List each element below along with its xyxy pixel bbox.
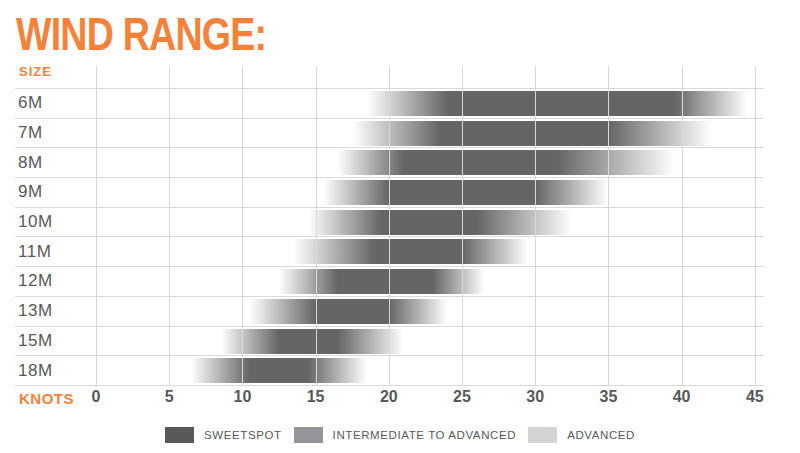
wind-range-bar	[96, 329, 755, 354]
gridline-20	[389, 66, 390, 385]
row-label: 12M	[18, 271, 53, 291]
row-label: 9M	[18, 182, 43, 202]
tick-label-35: 35	[599, 388, 617, 406]
tick-label-5: 5	[165, 388, 174, 406]
tick-label-0: 0	[92, 388, 101, 406]
gridline-30	[535, 66, 536, 385]
legend-item: ADVANCED	[528, 427, 635, 443]
tick-label-45: 45	[746, 388, 764, 406]
wind-range-bar	[96, 210, 755, 235]
row-label: 13M	[18, 301, 53, 321]
legend-label: SWEETSPOT	[204, 429, 282, 441]
knots-axis-label: KNOTS	[19, 390, 74, 407]
chart-legend: SWEETSPOT INTERMEDIATE TO ADVANCED ADVANCE…	[0, 427, 800, 443]
knots-axis: KNOTS 0 5 10 15 20 25 30 35 40 45	[0, 388, 800, 408]
legend-item: SWEETSPOT	[165, 427, 282, 443]
gridline-40	[682, 66, 683, 385]
legend-swatch	[165, 427, 194, 443]
tick-label-30: 30	[526, 388, 544, 406]
gridline-35	[608, 66, 609, 385]
tick-label-10: 10	[233, 388, 251, 406]
wind-range-bar	[96, 358, 755, 383]
row-label: 10M	[18, 212, 53, 232]
wind-range-bar	[96, 150, 755, 175]
wind-range-bar	[96, 239, 755, 264]
wind-range-bar	[96, 180, 755, 205]
row-label: 18M	[18, 361, 53, 381]
row-label: 15M	[18, 331, 53, 351]
gridline-15	[316, 66, 317, 385]
wind-range-bar	[96, 121, 755, 146]
tick-label-15: 15	[307, 388, 325, 406]
wind-range-chart: WIND RANGE: SIZE 6M 7M 8M 9M 10M 11M 12M 13M 15M…	[0, 0, 800, 453]
legend-swatch	[294, 427, 323, 443]
gridline-25	[462, 66, 463, 385]
gridline-10	[242, 66, 243, 385]
legend-item: INTERMEDIATE TO ADVANCED	[294, 427, 517, 443]
row-label: 7M	[18, 123, 43, 143]
page-title: WIND RANGE:	[16, 6, 266, 61]
row-label: 6M	[18, 93, 43, 113]
gridline-5	[169, 66, 170, 385]
gridline-45	[755, 66, 756, 385]
wind-range-bar	[96, 269, 755, 294]
legend-label: INTERMEDIATE TO ADVANCED	[333, 429, 517, 441]
legend-swatch	[528, 427, 557, 443]
row-label: 11M	[18, 242, 51, 262]
legend-label: ADVANCED	[567, 429, 635, 441]
tick-label-40: 40	[673, 388, 691, 406]
row-label: 8M	[18, 153, 43, 173]
tick-label-20: 20	[380, 388, 398, 406]
wind-range-bar	[96, 299, 755, 324]
wind-range-bar	[96, 91, 755, 116]
size-axis-label: SIZE	[19, 64, 52, 79]
tick-label-25: 25	[453, 388, 471, 406]
gridline-0	[96, 66, 97, 385]
